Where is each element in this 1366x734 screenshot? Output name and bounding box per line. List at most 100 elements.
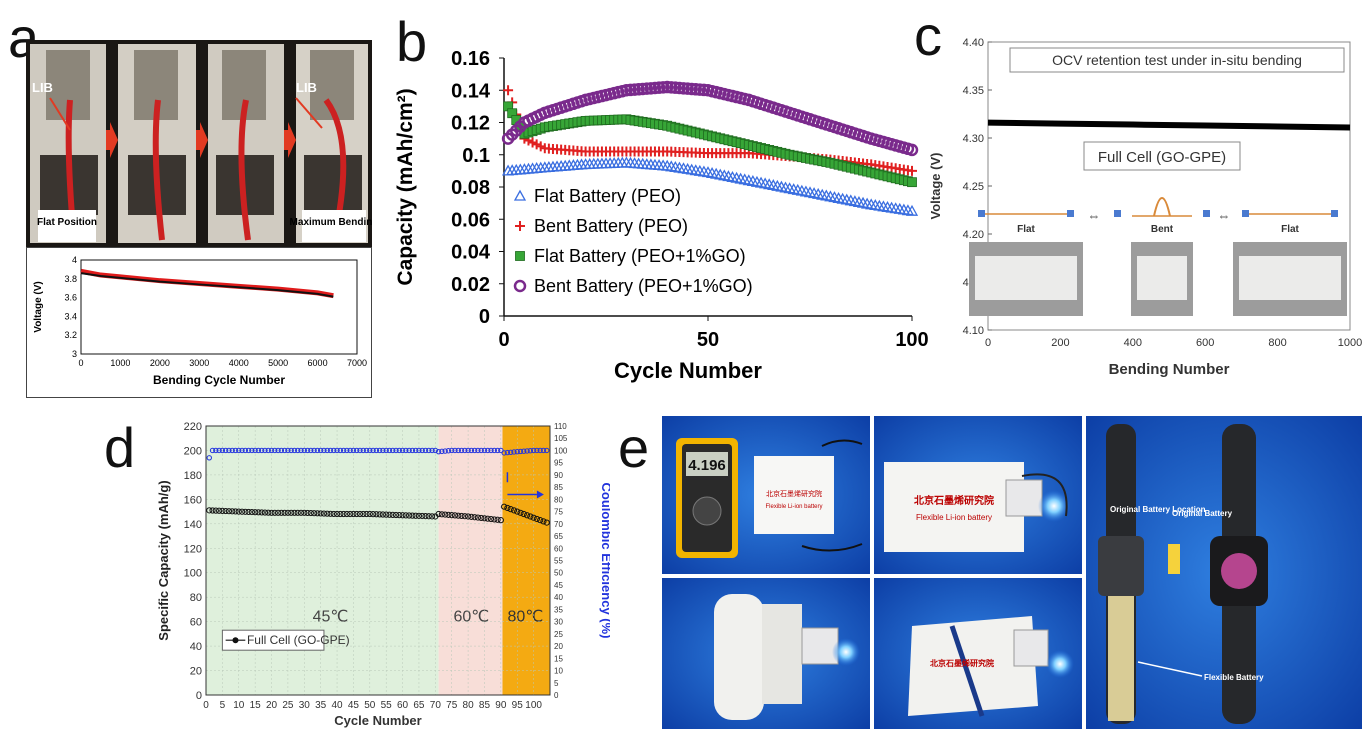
efficiency-point — [265, 447, 271, 454]
capacity-point — [235, 508, 242, 515]
x-tick-label: 35 — [315, 700, 327, 711]
capacity-point — [497, 517, 504, 524]
efficiency-point — [229, 447, 235, 454]
efficiency-point — [514, 448, 520, 455]
capacity-point — [533, 515, 540, 523]
capacity-point — [311, 510, 318, 517]
capacity-point — [343, 510, 350, 518]
x-tick-label: 0 — [78, 358, 83, 368]
capacity-series — [206, 503, 550, 526]
efficiency-point — [232, 447, 239, 454]
efficiency-point — [481, 447, 488, 454]
efficiency-point — [363, 447, 370, 454]
efficiency-point — [252, 447, 258, 454]
data-point — [905, 143, 919, 157]
x-tick-label: 5000 — [268, 358, 288, 368]
cell-label-box — [1083, 141, 1241, 171]
efficiency-point — [350, 447, 357, 454]
efficiency-point — [268, 447, 275, 454]
efficiency-point — [501, 450, 507, 456]
capacity-point — [422, 513, 429, 520]
efficiency-point — [354, 447, 360, 454]
efficiency-point — [429, 447, 435, 454]
capacity-point — [363, 510, 370, 518]
y-right-tick-label: 30 — [554, 618, 563, 627]
panel-d-letter: d — [104, 416, 136, 479]
efficiency-point — [278, 447, 285, 454]
flat-position-label: Flat Position — [37, 217, 97, 228]
efficiency-point — [390, 447, 396, 454]
efficiency-point — [403, 447, 409, 454]
state-label: Flat — [1017, 224, 1035, 235]
efficiency-point — [521, 448, 527, 454]
efficiency-point — [458, 447, 465, 454]
capacity-point — [412, 512, 419, 519]
y-right-tick-label: 75 — [554, 508, 563, 517]
efficiency-point — [396, 447, 402, 454]
capacity-point — [304, 509, 311, 517]
capacity-point — [419, 512, 426, 520]
battery-photo — [1239, 256, 1341, 300]
capacity-point — [406, 512, 413, 519]
efficiency-point — [206, 455, 212, 461]
data-point — [907, 177, 917, 188]
efficiency-point — [370, 447, 376, 454]
capacity-point — [248, 508, 255, 516]
brand-text-4: 北京石墨烯研究院 — [930, 658, 994, 668]
lib-label-2: LIB — [296, 80, 317, 95]
panel-c-chart: 4.104.154.204.254.304.354.40020040060080… — [928, 37, 1362, 378]
efficiency-point — [527, 447, 534, 454]
capacity-point — [491, 516, 498, 523]
efficiency-point — [317, 447, 324, 454]
clamp-block — [1203, 210, 1210, 217]
efficiency-point — [449, 447, 455, 454]
efficiency-point — [373, 447, 380, 454]
x-tick-label: 15 — [250, 700, 262, 711]
x-tick-label: 0 — [498, 329, 509, 351]
y-right-tick-label: 55 — [554, 557, 563, 566]
efficiency-point — [360, 447, 366, 454]
capacity-point — [261, 509, 269, 516]
region-label: 45℃ — [313, 609, 349, 626]
y-tick-label: 0.14 — [451, 80, 491, 102]
capacity-point — [501, 503, 508, 510]
capacity-point — [252, 509, 259, 516]
capacity-point — [356, 510, 364, 518]
x-tick-label: 2000 — [150, 358, 170, 368]
capacity-point — [537, 517, 544, 524]
efficiency-point — [216, 447, 222, 454]
series-circle — [501, 80, 919, 157]
arrow-right-icon — [196, 122, 208, 158]
capacity-point — [294, 509, 301, 516]
efficiency-point — [376, 447, 383, 454]
efficiency-point — [393, 447, 399, 454]
panel-a-chart: 3 3.2 3.4 3.6 3.8 4 0 1000 2000 3000 4000 5000 6000 7… — [33, 255, 367, 387]
capacity-point — [540, 518, 547, 525]
y-tick-label: 4.25 — [963, 181, 984, 193]
efficiency-point — [295, 447, 301, 454]
y-right-tick-label: 45 — [554, 581, 563, 590]
x-tick-label: 55 — [381, 700, 393, 711]
battery-schematic — [1153, 197, 1171, 217]
efficiency-point — [262, 447, 268, 454]
capacity-point — [396, 512, 403, 519]
capacity-point — [255, 509, 262, 516]
y-tick-label: 0.02 — [451, 274, 490, 296]
efficiency-point — [222, 447, 229, 454]
y-tick-label: 0.06 — [451, 209, 490, 231]
efficiency-point — [511, 449, 517, 455]
maximum-bending-label: Maximum Bending — [290, 217, 372, 228]
efficiency-point — [442, 448, 448, 454]
x-tick-label: 3000 — [189, 358, 209, 368]
x-tick-label: 75 — [446, 700, 458, 711]
x-tick-label: 7000 — [347, 358, 367, 368]
x-axis-label: Bending Cycle Number — [153, 373, 285, 387]
efficiency-point — [340, 447, 347, 454]
capacity-point — [369, 511, 377, 518]
efficiency-point — [494, 447, 501, 454]
x-tick-label: 95 — [512, 700, 524, 711]
efficiency-point — [242, 447, 249, 454]
clamp-block — [1114, 210, 1121, 217]
efficiency-point — [439, 448, 445, 455]
data-point — [503, 85, 514, 96]
